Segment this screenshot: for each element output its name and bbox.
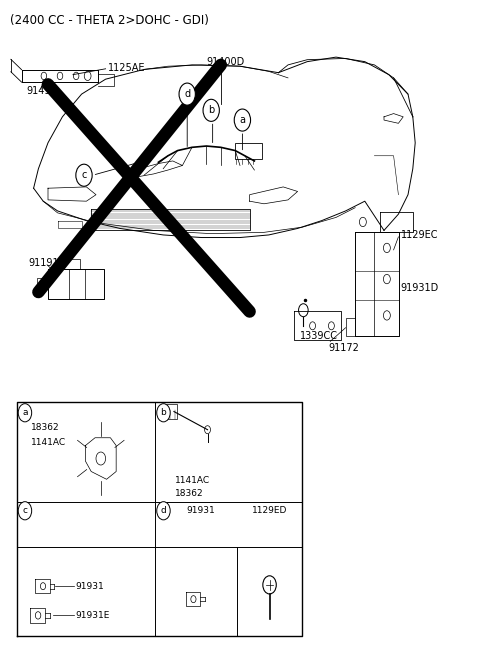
Circle shape xyxy=(76,164,92,186)
Text: 91172: 91172 xyxy=(329,343,360,352)
Text: c: c xyxy=(23,506,27,515)
Text: 1141AC: 1141AC xyxy=(31,438,66,447)
Text: 1129EC: 1129EC xyxy=(401,230,438,240)
Circle shape xyxy=(157,404,170,422)
Text: a: a xyxy=(22,408,28,417)
Text: b: b xyxy=(161,408,167,417)
Bar xyxy=(166,404,177,419)
Circle shape xyxy=(18,502,32,520)
Text: 91931: 91931 xyxy=(186,506,215,515)
Text: 1339CC: 1339CC xyxy=(300,331,338,341)
Bar xyxy=(235,143,262,159)
Text: d: d xyxy=(161,506,167,515)
Text: a: a xyxy=(240,115,245,125)
Circle shape xyxy=(157,502,170,520)
Circle shape xyxy=(234,109,251,131)
Circle shape xyxy=(179,83,195,105)
Text: (2400 CC - THETA 2>DOHC - GDI): (2400 CC - THETA 2>DOHC - GDI) xyxy=(10,14,208,27)
Text: 1125AE: 1125AE xyxy=(108,63,145,73)
Circle shape xyxy=(18,404,32,422)
Text: b: b xyxy=(208,105,215,116)
Text: 1129ED: 1129ED xyxy=(252,506,287,515)
Text: 91191F: 91191F xyxy=(29,258,65,268)
Circle shape xyxy=(203,99,219,121)
Text: d: d xyxy=(184,89,190,99)
Text: 18362: 18362 xyxy=(31,423,60,432)
Text: 91931: 91931 xyxy=(76,582,105,591)
Text: 91931E: 91931E xyxy=(76,611,110,620)
Text: 18362: 18362 xyxy=(175,489,203,498)
Text: 1141AC: 1141AC xyxy=(175,476,210,485)
Text: c: c xyxy=(81,170,87,180)
Text: 91400D: 91400D xyxy=(206,56,245,67)
Text: 91931D: 91931D xyxy=(401,283,439,293)
Text: 91491: 91491 xyxy=(26,86,57,96)
